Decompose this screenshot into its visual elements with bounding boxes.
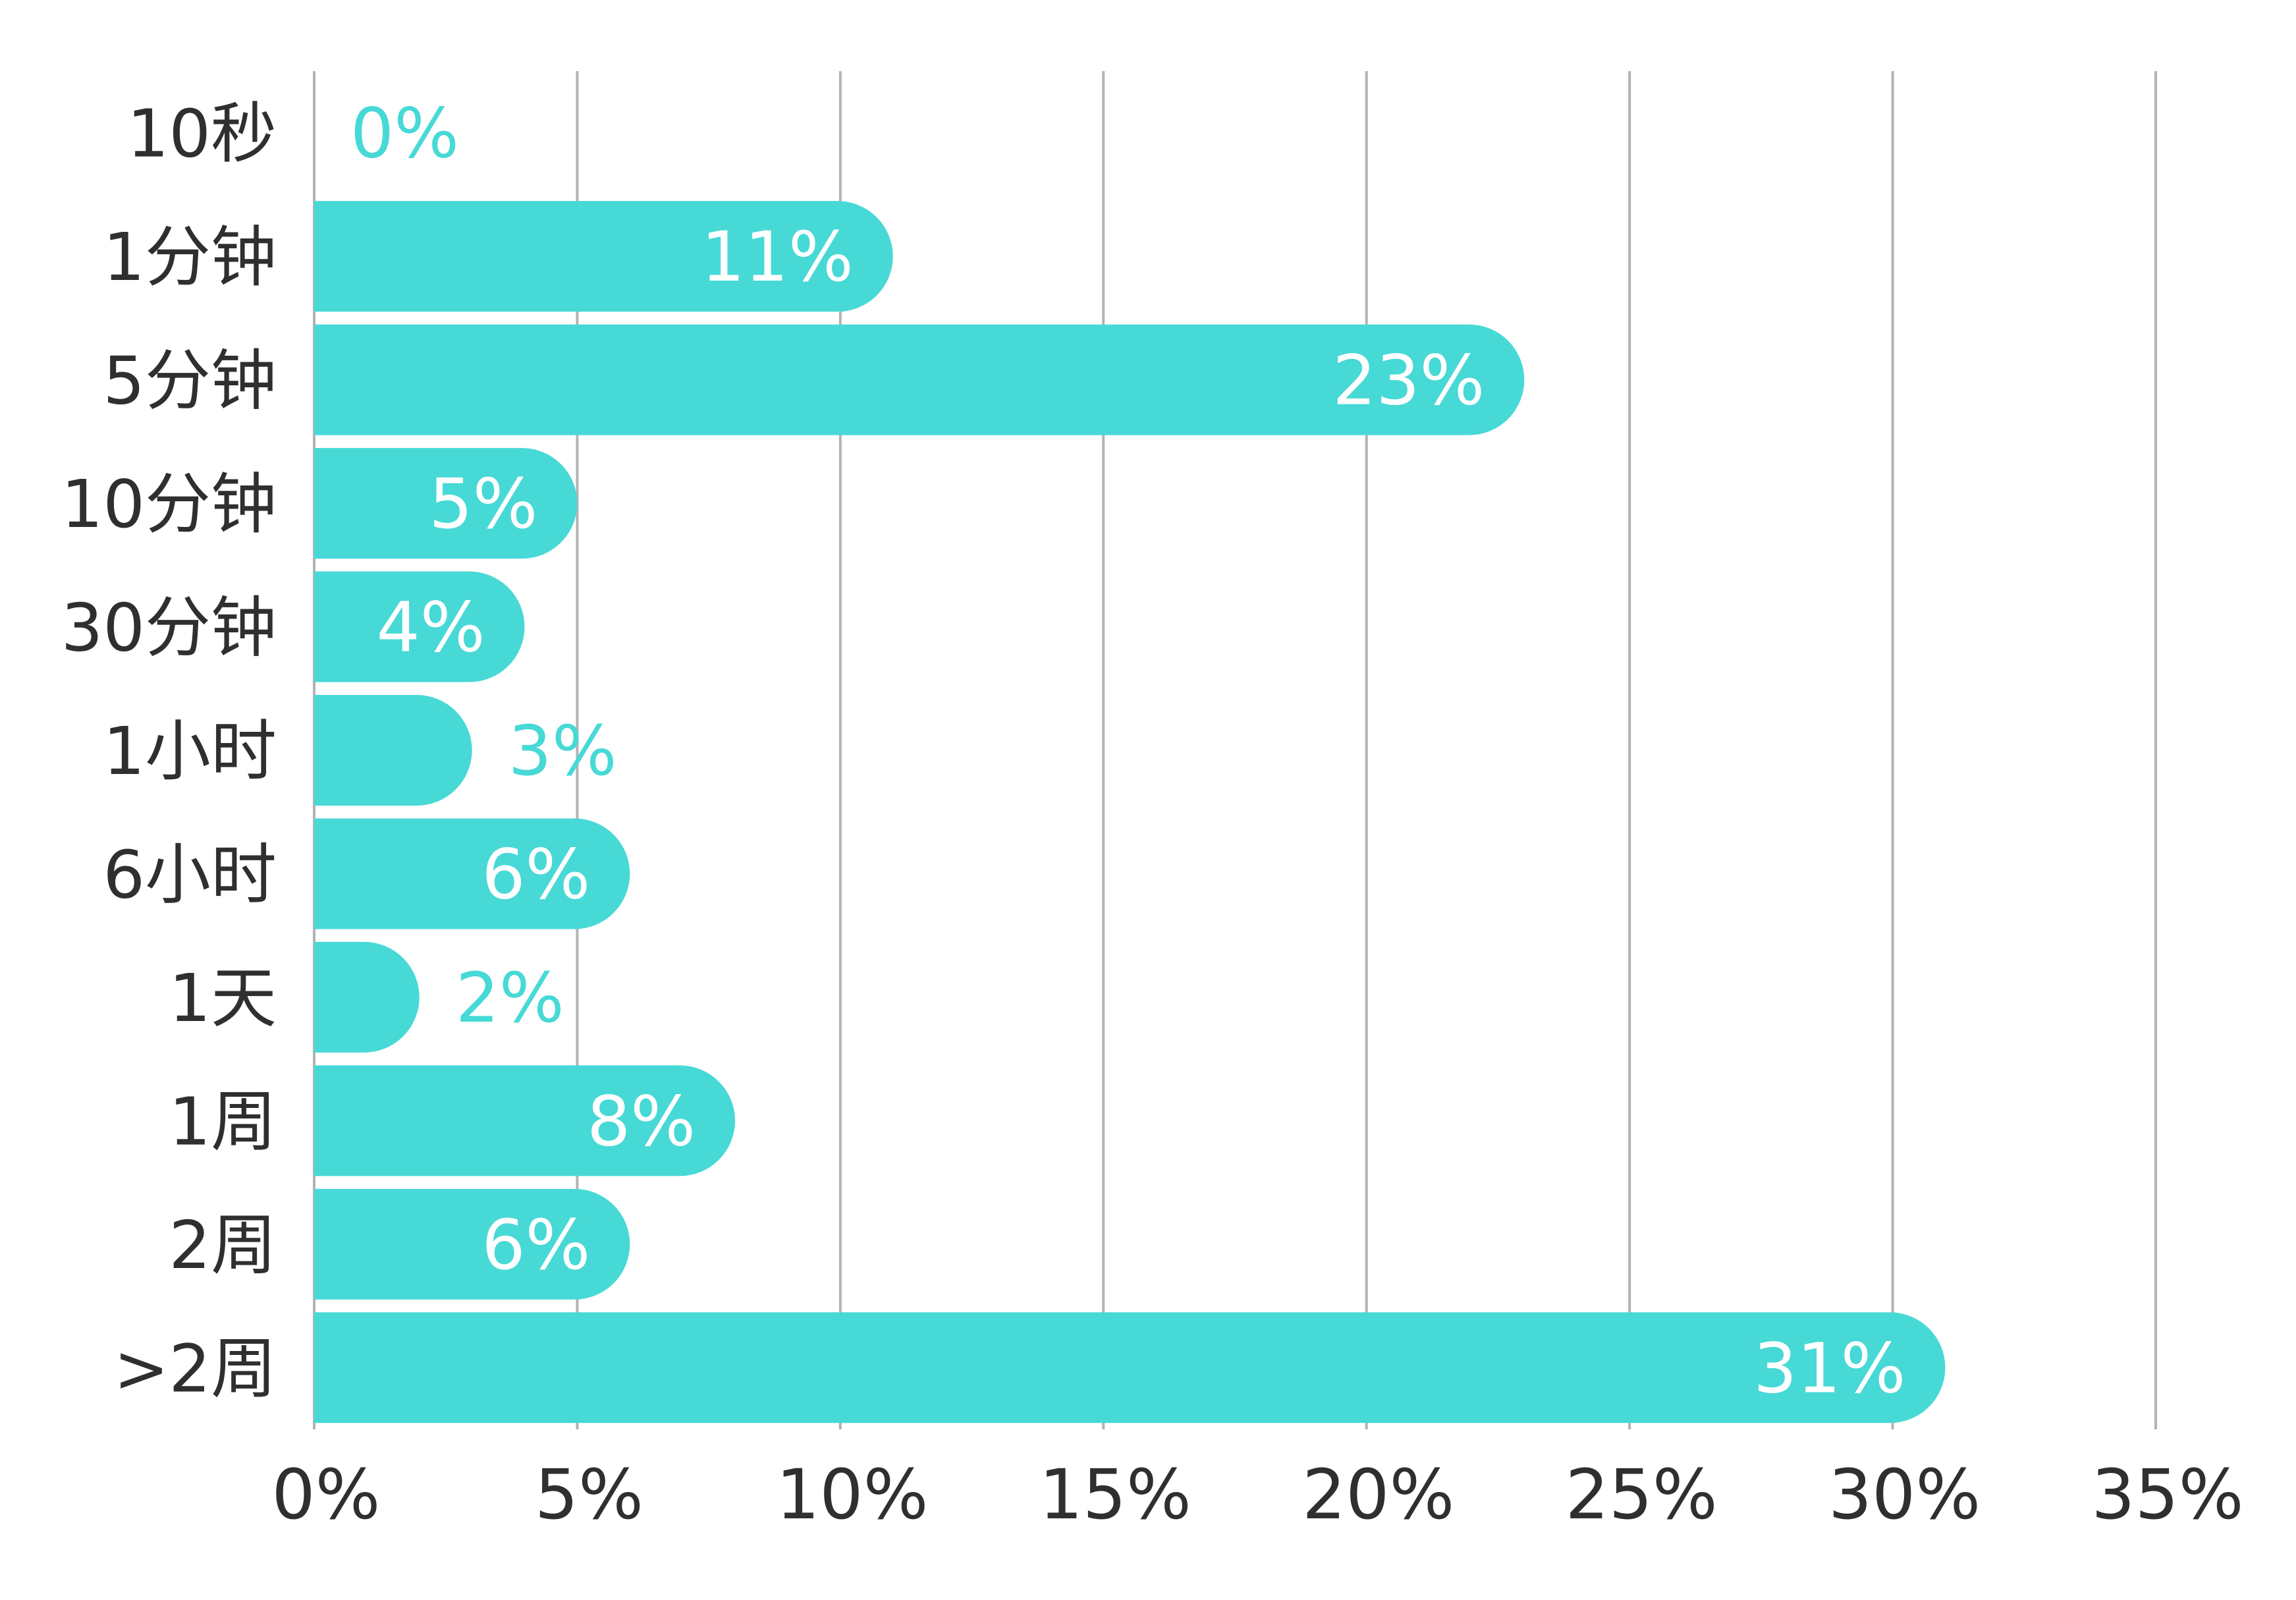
value-label: 0% [350,94,459,174]
value-label: 2% [456,958,564,1038]
x-tick-label: 25% [1566,1454,1718,1535]
value-label: 6% [481,834,590,914]
bar [314,1188,630,1300]
category-label: 1小时 [103,713,277,790]
bar [314,1312,1946,1423]
x-tick-label: 20% [1302,1454,1454,1535]
bar [314,324,1525,435]
value-label: 31% [1753,1328,1905,1408]
x-tick-labels: 0% 5% 10% 15% 20% 25% 30% 35% [272,1454,2244,1535]
category-label: 1分钟 [103,219,277,296]
bar [314,448,578,559]
category-labels: 10秒 1分钟 5分钟 10分钟 30分钟 1小时 6小时 1天 1周 2周 >2周 [61,96,277,1408]
category-label: 1周 [169,1083,277,1160]
value-label: 11% [701,217,854,297]
bar [314,695,472,806]
x-tick-label: 0% [272,1454,381,1535]
x-tick-label: 5% [535,1454,643,1535]
x-tick-label: 10% [776,1454,928,1535]
x-tick-label: 15% [1039,1454,1191,1535]
value-label: 8% [587,1081,696,1161]
value-label: 4% [377,588,485,668]
bars [314,201,1946,1423]
bar [314,1065,736,1176]
category-label: 2周 [169,1207,277,1284]
x-tick-label: 30% [1828,1454,1981,1535]
category-label: 30分钟 [61,590,277,667]
category-label: 10分钟 [61,466,277,543]
value-label: 5% [429,464,537,544]
bar [314,818,630,929]
value-labels: 0% 11% 23% 5% 4% 3% 6% 2% 8% 6% 31% [350,94,1905,1409]
category-label: 1天 [169,960,277,1037]
x-tick-label: 35% [2091,1454,2243,1535]
category-label: 5分钟 [103,343,277,420]
bar [314,571,525,682]
bar [314,941,420,1053]
value-label: 3% [508,711,617,791]
bar [314,201,893,312]
category-label: 6小时 [103,836,277,913]
value-label: 6% [481,1205,590,1285]
category-label: 10秒 [127,96,277,173]
category-label: >2周 [114,1330,277,1407]
value-label: 23% [1332,341,1485,421]
